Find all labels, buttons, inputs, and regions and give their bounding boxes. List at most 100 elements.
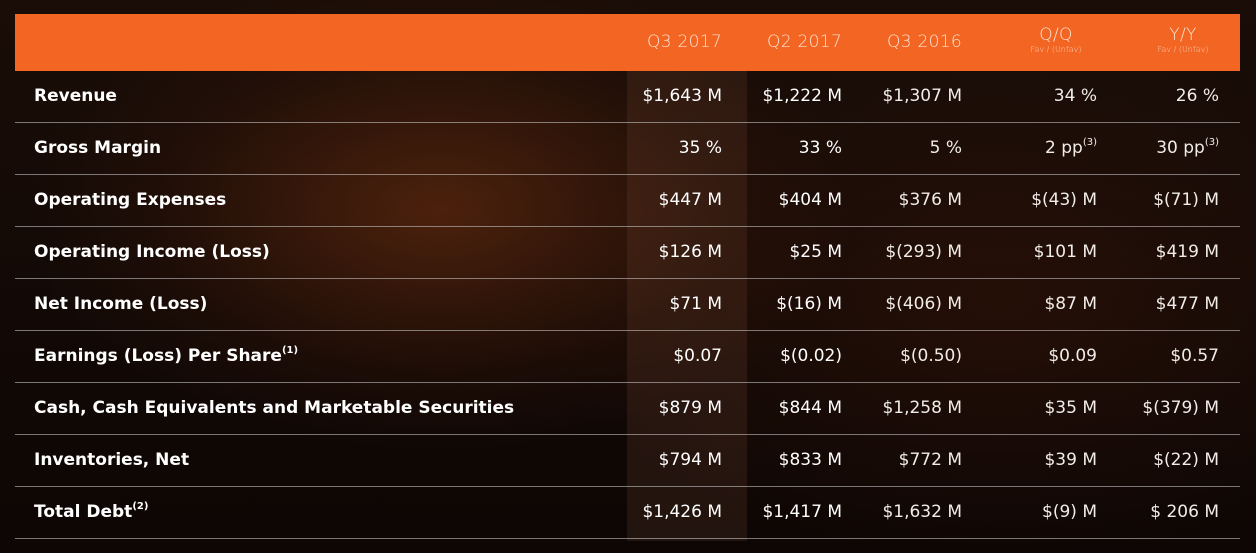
cell-value: $ 206 M xyxy=(1150,487,1219,538)
table-row: Total Debt(2) $1,426 M $1,417 M $1,632 M $(9… xyxy=(15,487,1240,539)
row-label: Earnings (Loss) Per Share(1) xyxy=(34,331,298,382)
cell-value: 5 % xyxy=(930,123,962,174)
cell-text: $0.09 xyxy=(1048,346,1097,366)
cell-text: $35 M xyxy=(1044,398,1097,418)
cell-value: $1,426 M xyxy=(642,487,722,538)
cell-value: $(0.50) xyxy=(900,331,962,382)
cell-text: $772 M xyxy=(898,450,962,470)
cell-text: $(16) M xyxy=(776,294,842,314)
cell-value: $(9) M xyxy=(1042,487,1097,538)
header-q3-2017: Q3 2017 xyxy=(627,14,722,71)
cell-value: $772 M xyxy=(899,435,962,486)
row-label-text: Revenue xyxy=(34,86,117,106)
cell-value: $404 M xyxy=(779,175,842,226)
financial-summary-table: Q3 2017 Q2 2017 Q3 2016 Q/Q Fav / (Unfav… xyxy=(15,14,1240,541)
cell-text: $(22) M xyxy=(1153,450,1219,470)
cell-text: $447 M xyxy=(658,190,722,210)
cell-value: $0.09 xyxy=(1048,331,1097,382)
cell-text: $0.07 xyxy=(673,346,722,366)
cell-value: 33 % xyxy=(799,123,842,174)
cell-value: $(22) M xyxy=(1153,435,1219,486)
header-sublabel: Fav / (Unfav) xyxy=(1030,45,1082,54)
cell-text: $(43) M xyxy=(1031,190,1097,210)
cell-value: $(71) M xyxy=(1153,175,1219,226)
cell-value: $25 M xyxy=(789,227,842,278)
row-label: Cash, Cash Equivalents and Marketable Se… xyxy=(34,383,514,434)
row-label: Gross Margin xyxy=(34,123,161,174)
row-label: Operating Income (Loss) xyxy=(34,227,270,278)
cell-value: $(16) M xyxy=(776,279,842,330)
cell-value: 34 % xyxy=(1054,71,1097,122)
header-label: Q3 2017 xyxy=(647,32,722,52)
footnote-marker: (2) xyxy=(132,501,149,513)
row-label-text: Operating Income (Loss) xyxy=(34,242,270,262)
row-label: Operating Expenses xyxy=(34,175,226,226)
header-label: Y/Y xyxy=(1169,25,1197,45)
table-row: Earnings (Loss) Per Share(1) $0.07 $(0.02)… xyxy=(15,331,1240,383)
cell-text: $1,426 M xyxy=(642,502,722,522)
row-label-text: Net Income (Loss) xyxy=(34,294,208,314)
cell-value: $376 M xyxy=(899,175,962,226)
cell-value: $0.07 xyxy=(673,331,722,382)
cell-text: $ 206 M xyxy=(1150,502,1219,522)
table-row: Net Income (Loss) $71 M $(16) M $(406) M $87… xyxy=(15,279,1240,331)
row-label-text: Earnings (Loss) Per Share xyxy=(34,346,282,366)
cell-text: 33 % xyxy=(798,138,842,158)
cell-text: $879 M xyxy=(658,398,722,418)
cell-text: $833 M xyxy=(778,450,842,470)
cell-text: $376 M xyxy=(898,190,962,210)
table-row: Inventories, Net $794 M $833 M $772 M $39 M $… xyxy=(15,435,1240,487)
header-yy: Y/Y Fav / (Unfav) xyxy=(1133,14,1233,71)
cell-value: $(379) M xyxy=(1142,383,1219,434)
cell-value: 2 pp(3) xyxy=(1045,123,1097,174)
cell-value: $844 M xyxy=(779,383,842,434)
header-label: Q2 2017 xyxy=(767,32,842,52)
cell-value: $1,417 M xyxy=(762,487,842,538)
cell-value: $1,643 M xyxy=(642,71,722,122)
cell-value: $(0.02) xyxy=(780,331,842,382)
cell-text: $1,258 M xyxy=(882,398,962,418)
header-q3-2016: Q3 2016 xyxy=(867,14,962,71)
cell-text: $(293) M xyxy=(885,242,962,262)
cell-value: $447 M xyxy=(659,175,722,226)
cell-value: $477 M xyxy=(1156,279,1219,330)
cell-value: $794 M xyxy=(659,435,722,486)
cell-value: $833 M xyxy=(779,435,842,486)
cell-text: 35 % xyxy=(678,138,722,158)
row-label-text: Inventories, Net xyxy=(34,450,190,470)
table-row: Gross Margin 35 % 33 % 5 % 2 pp(3) 30 pp(3) xyxy=(15,123,1240,175)
header-qq: Q/Q Fav / (Unfav) xyxy=(1005,14,1107,71)
table-row: Operating Income (Loss) $126 M $25 M $(293)… xyxy=(15,227,1240,279)
cell-text: $39 M xyxy=(1044,450,1097,470)
cell-text: $126 M xyxy=(658,242,722,262)
cell-text: $101 M xyxy=(1033,242,1097,262)
cell-text: $(406) M xyxy=(885,294,962,314)
cell-value: $39 M xyxy=(1044,435,1097,486)
cell-text: $1,307 M xyxy=(882,86,962,106)
cell-value: $879 M xyxy=(659,383,722,434)
cell-text: 2 pp xyxy=(1045,138,1083,158)
cell-text: $(0.50) xyxy=(900,346,962,366)
cell-text: $(0.02) xyxy=(780,346,842,366)
row-label-text: Gross Margin xyxy=(34,138,162,158)
cell-value: $1,307 M xyxy=(882,71,962,122)
row-label: Total Debt(2) xyxy=(34,487,148,538)
table-body: Revenue $1,643 M $1,222 M $1,307 M 34 % 26 % G… xyxy=(15,71,1240,541)
table-row: Cash, Cash Equivalents and Marketable Se… xyxy=(15,383,1240,435)
cell-text: $0.57 xyxy=(1170,346,1219,366)
cell-text: $87 M xyxy=(1044,294,1097,314)
cell-text: $404 M xyxy=(778,190,842,210)
row-label-text: Cash, Cash Equivalents and Marketable Se… xyxy=(34,398,515,418)
footnote-marker: (3) xyxy=(1082,137,1097,149)
cell-value: $71 M xyxy=(669,279,722,330)
row-label-text: Operating Expenses xyxy=(34,190,227,210)
cell-value: $(406) M xyxy=(885,279,962,330)
row-label-text: Total Debt xyxy=(34,502,133,522)
cell-value: $(293) M xyxy=(885,227,962,278)
header-label: Q/Q xyxy=(1039,25,1073,45)
row-label: Net Income (Loss) xyxy=(34,279,207,330)
cell-text: $419 M xyxy=(1155,242,1219,262)
cell-value: $1,222 M xyxy=(762,71,842,122)
cell-value: 35 % xyxy=(679,123,722,174)
header-sublabel: Fav / (Unfav) xyxy=(1157,45,1209,54)
